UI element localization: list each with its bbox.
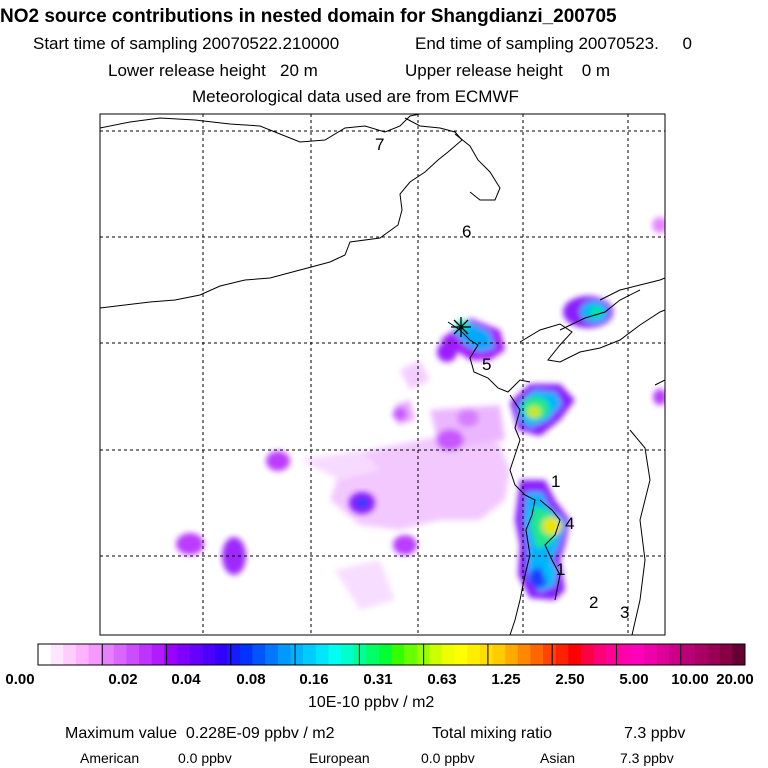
color-bar-swatch — [681, 644, 695, 665]
region-label: 1 — [556, 560, 565, 579]
color-bar — [37, 643, 746, 666]
color-bar-swatch — [151, 644, 165, 665]
color-bar-swatch — [328, 644, 342, 665]
color-bar-swatch — [391, 644, 405, 665]
color-bar-swatch — [492, 644, 506, 665]
color-bar-swatch — [164, 644, 178, 665]
upper-release-height: Upper release height 0 m — [405, 61, 611, 80]
color-bar-swatch — [290, 644, 304, 665]
color-bar-swatch — [555, 644, 569, 665]
color-bar-swatch — [467, 644, 481, 665]
total-mixing-value: 7.3 ppbv — [624, 725, 686, 742]
european-value: 0.0 ppbv — [421, 750, 475, 766]
color-bar-swatch — [315, 644, 329, 665]
color-bar-swatch — [63, 644, 77, 665]
color-bar-swatch — [429, 644, 443, 665]
asian-label: Asian — [540, 750, 576, 766]
color-bar-swatch — [189, 644, 203, 665]
color-bar-swatch — [580, 644, 594, 665]
legend-tick-label: 0.02 — [108, 671, 138, 688]
color-bar-swatch — [479, 644, 493, 665]
american-value: 0.0 ppbv — [178, 750, 232, 766]
color-bar-swatch — [656, 644, 670, 665]
end-sampling-time: End time of sampling 20070523. 0 — [415, 34, 692, 53]
american-label: American — [80, 750, 140, 766]
color-bar-swatch — [593, 644, 607, 665]
color-bar-swatch — [303, 644, 317, 665]
color-bar-swatch — [732, 644, 746, 665]
color-bar-swatch — [38, 644, 51, 665]
color-bar-swatch — [719, 644, 733, 665]
color-bar-swatch — [378, 644, 392, 665]
receptor-star-icon — [451, 317, 471, 337]
legend-tick-label: 1.25 — [491, 671, 521, 688]
legend-tick-label: 0.63 — [427, 671, 457, 688]
color-bar-swatch — [113, 644, 127, 665]
legend-tick-label: 10.00 — [671, 671, 709, 688]
meteorological-data-note: Meteorological data used are from ECMWF — [192, 87, 519, 106]
color-bar-swatch — [442, 644, 455, 665]
color-bar-swatch — [618, 644, 632, 665]
color-bar-swatch — [707, 644, 721, 665]
color-bar-swatch — [517, 644, 531, 665]
color-bar-swatch — [240, 644, 253, 665]
color-bar-swatch — [227, 644, 241, 665]
color-bar-swatch — [101, 644, 115, 665]
color-bar-swatch — [631, 644, 645, 665]
color-bar-swatch — [277, 644, 291, 665]
region-label: 7 — [375, 135, 384, 154]
coastlines-and-borders — [100, 114, 665, 635]
map-frame — [99, 113, 666, 636]
legend-tick-label: 2.50 — [555, 671, 585, 688]
color-bar-swatch — [202, 644, 216, 665]
color-bar-swatch — [265, 644, 279, 665]
color-bar-swatch — [341, 644, 354, 665]
color-bar-swatch — [214, 644, 228, 665]
map-title: NO2 source contributions in nested domai… — [0, 6, 617, 27]
color-bar-swatch — [50, 644, 64, 665]
region-label: 6 — [462, 222, 471, 241]
color-bar-swatch — [252, 644, 266, 665]
plume-shading — [176, 217, 665, 610]
color-bar-swatch — [366, 644, 380, 665]
color-bar-swatch — [694, 644, 708, 665]
legend-tick-label: 0.08 — [236, 671, 266, 688]
legend-tick-label: 0.04 — [171, 671, 201, 688]
color-bar-swatch — [404, 644, 418, 665]
region-label: 5 — [482, 355, 491, 374]
region-label: 4 — [565, 514, 574, 533]
color-bar-frame — [37, 643, 746, 666]
legend-unit: 10E-10 ppbv / m2 — [308, 694, 435, 711]
color-bar-swatch — [568, 644, 582, 665]
region-label: 2 — [589, 593, 598, 612]
grid-lines — [100, 114, 665, 635]
lower-release-height: Lower release height 20 m — [108, 61, 318, 80]
region-label: 3 — [620, 603, 629, 622]
asian-value: 7.3 ppbv — [620, 750, 674, 766]
start-sampling-time: Start time of sampling 20070522.210000 — [33, 34, 340, 53]
color-bar-swatch — [606, 644, 620, 665]
region-label: 1 — [551, 472, 560, 491]
legend-tick-label: 0.16 — [299, 671, 329, 688]
color-bar-swatch — [530, 644, 544, 665]
legend-tick-label: 5.00 — [619, 671, 649, 688]
total-mixing-label: Total mixing ratio — [432, 725, 553, 742]
color-bar-swatch — [353, 644, 367, 665]
legend-tick-label: 0.31 — [363, 671, 393, 688]
color-bar-swatch — [88, 644, 102, 665]
color-bar-swatch — [543, 644, 556, 665]
color-bar-swatch — [669, 644, 683, 665]
color-bar-swatch — [126, 644, 140, 665]
maximum-value: Maximum value 0.228E-09 ppbv / m2 — [65, 725, 335, 742]
european-label: European — [309, 750, 370, 766]
legend-tick-label: 20.00 — [716, 671, 754, 688]
color-bar-swatch — [139, 644, 152, 665]
color-bar-swatch — [644, 644, 657, 665]
color-bar-swatch — [75, 644, 89, 665]
legend-tick-label: 0.00 — [5, 671, 35, 688]
color-bar-swatch — [454, 644, 468, 665]
color-bar-swatch — [505, 644, 519, 665]
color-bar-swatch — [176, 644, 190, 665]
